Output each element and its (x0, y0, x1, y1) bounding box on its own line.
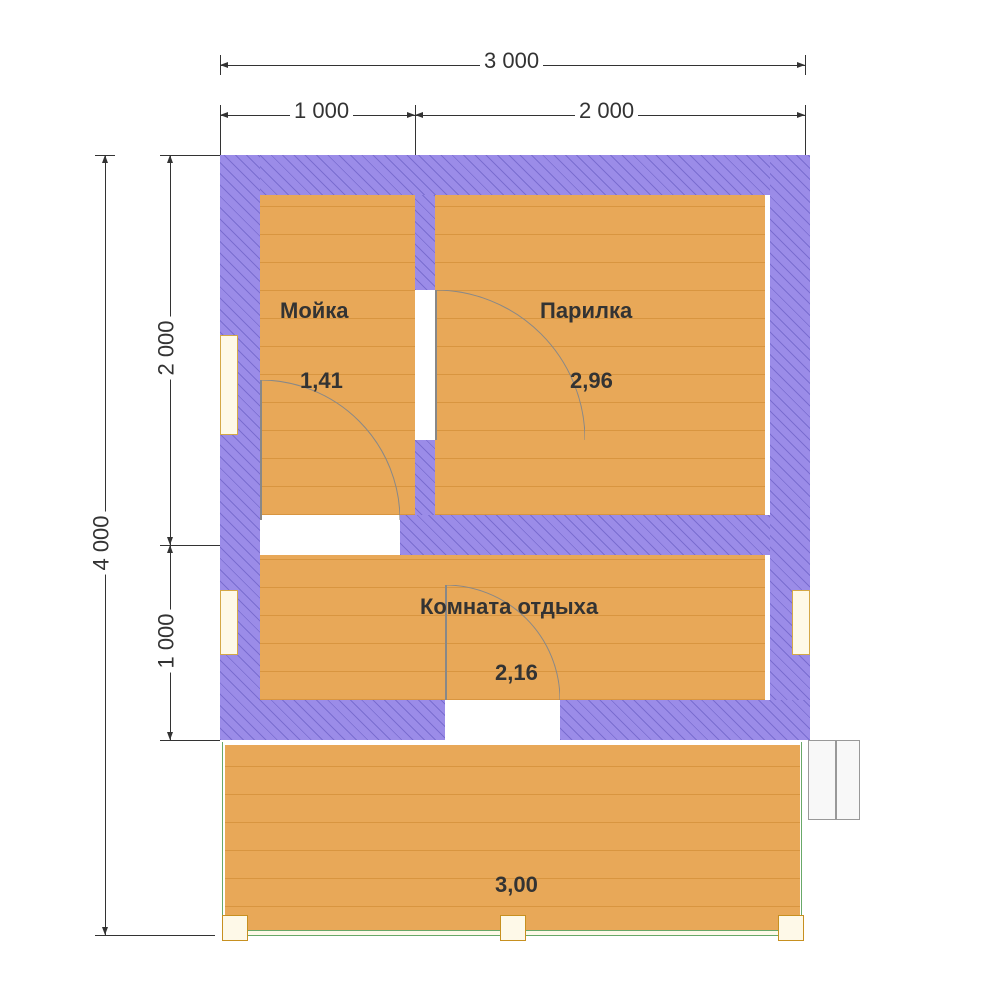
wall-partition-h (400, 515, 770, 555)
dim-top-left: 1 000 (290, 98, 353, 124)
dim-arrow (797, 112, 805, 118)
dim-ext (805, 125, 806, 155)
dim-tick (805, 105, 806, 125)
dim-arrow (167, 732, 173, 740)
area-restroom: 2,16 (495, 660, 538, 686)
dim-tick (415, 105, 416, 125)
window-left-upper (220, 335, 238, 435)
dim-left-total: 4 000 (89, 511, 115, 574)
window-left-lower (220, 590, 238, 655)
dim-arrow (167, 155, 173, 163)
dim-arrow (102, 927, 108, 935)
dim-left-lower: 1 000 (154, 609, 180, 672)
label-restroom: Комната отдыха (420, 594, 598, 620)
porch-post (778, 915, 804, 941)
dim-tick (805, 55, 806, 75)
wall-partition-v-top (415, 195, 435, 290)
area-washroom: 1,41 (300, 368, 343, 394)
dim-tick (160, 740, 180, 741)
dim-tick (220, 105, 221, 125)
area-steamroom: 2,96 (570, 368, 613, 394)
dim-arrow (102, 155, 108, 163)
dim-tick (95, 155, 115, 156)
dim-arrow (415, 112, 423, 118)
porch-outline (222, 742, 802, 934)
dim-tick (160, 545, 180, 546)
dim-left-upper: 2 000 (154, 316, 180, 379)
porch-post (500, 915, 526, 941)
dim-ext (180, 740, 220, 741)
area-porch: 3,00 (495, 872, 538, 898)
dim-tick (220, 55, 221, 75)
dim-ext (415, 125, 416, 155)
dim-arrow (407, 112, 415, 118)
dim-tick (160, 155, 180, 156)
wall-bottom-left (220, 700, 445, 740)
porch-post (222, 915, 248, 941)
step-outer (808, 740, 836, 820)
label-steamroom: Парилка (540, 298, 632, 324)
dim-ext (180, 155, 220, 156)
dim-arrow (797, 62, 805, 68)
dim-ext (220, 125, 221, 155)
step-outer2 (836, 740, 860, 820)
dim-ext (115, 935, 215, 936)
wall-bottom-right (560, 700, 810, 740)
dim-top-right: 2 000 (575, 98, 638, 124)
dim-arrow (167, 537, 173, 545)
dim-arrow (220, 112, 228, 118)
dim-arrow (167, 545, 173, 553)
dim-arrow (220, 62, 228, 68)
wall-top (220, 155, 810, 195)
dim-tick (95, 935, 115, 936)
dim-ext (180, 545, 220, 546)
label-washroom: Мойка (280, 298, 349, 324)
window-right (792, 590, 810, 655)
dim-top-total: 3 000 (480, 48, 543, 74)
wall-partition-v-bot (415, 440, 435, 520)
floor-plan-diagram: 3 000 1 000 2 000 4 000 2 000 1 000 (0, 0, 1000, 1000)
